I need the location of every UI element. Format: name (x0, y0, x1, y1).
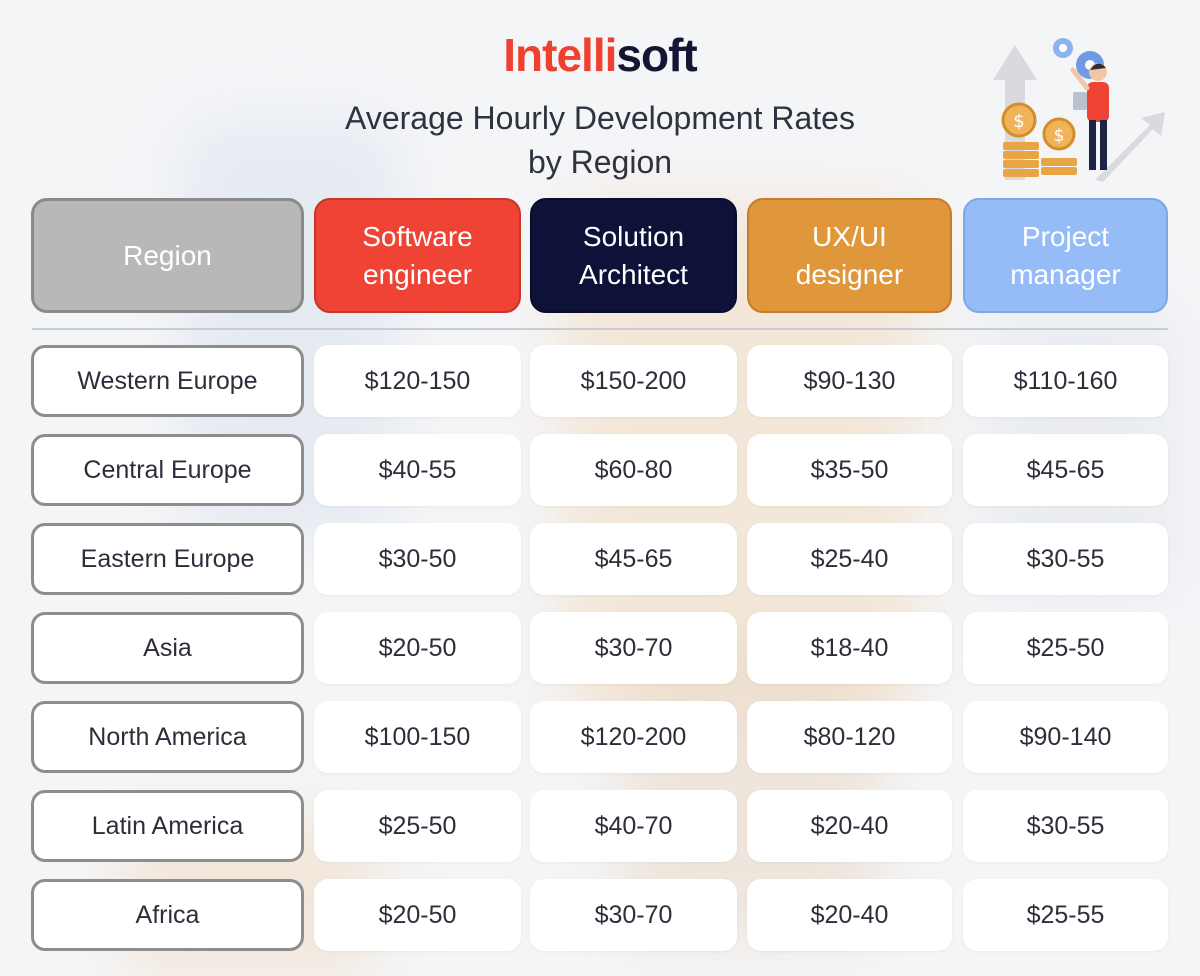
growth-coins-person-icon: $ $ (993, 38, 1165, 182)
rate-cell: $90-130 (747, 345, 952, 417)
rate-cell: $30-50 (314, 523, 521, 595)
header-divider (32, 328, 1168, 330)
rate-cell: $100-150 (314, 701, 521, 773)
region-cell-western-europe: Western Europe (31, 345, 304, 417)
rate-cell: $20-50 (314, 612, 521, 684)
header-project-manager: Project manager (963, 198, 1168, 313)
rate-cell: $30-55 (963, 790, 1168, 862)
region-cell-eastern-europe: Eastern Europe (31, 523, 304, 595)
region-cell-north-america: North America (31, 701, 304, 773)
rate-cell: $18-40 (747, 612, 952, 684)
rate-cell: $25-55 (963, 879, 1168, 951)
rate-cell: $60-80 (530, 434, 737, 506)
rate-cell: $40-55 (314, 434, 521, 506)
rate-cell: $30-70 (530, 612, 737, 684)
rate-cell: $110-160 (963, 345, 1168, 417)
header-solution-architect: Solution Architect (530, 198, 737, 313)
rate-cell: $35-50 (747, 434, 952, 506)
rate-cell: $20-40 (747, 790, 952, 862)
rate-cell: $150-200 (530, 345, 737, 417)
svg-text:$: $ (1054, 126, 1065, 146)
rate-cell: $30-70 (530, 879, 737, 951)
rate-cell: $90-140 (963, 701, 1168, 773)
page-title-line1: Average Hourly Development Rates (345, 100, 855, 136)
region-cell-asia: Asia (31, 612, 304, 684)
region-cell-africa: Africa (31, 879, 304, 951)
region-cell-latin-america: Latin America (31, 790, 304, 862)
rate-cell: $25-50 (314, 790, 521, 862)
brand-logo-part2: soft (616, 29, 697, 81)
rate-cell: $45-65 (530, 523, 737, 595)
rate-cell: $30-55 (963, 523, 1168, 595)
rate-cell: $80-120 (747, 701, 952, 773)
brand-logo: Intellisoft (0, 28, 1200, 82)
header-region: Region (31, 198, 304, 313)
page-title-line2: by Region (527, 144, 673, 180)
header-ux-ui-designer: UX/UI designer (747, 198, 952, 313)
region-cell-central-europe: Central Europe (31, 434, 304, 506)
header-software-engineer: Software engineer (314, 198, 521, 313)
svg-text:$: $ (1013, 111, 1024, 132)
rate-cell: $25-50 (963, 612, 1168, 684)
rate-cell: $45-65 (963, 434, 1168, 506)
brand-logo-part1: Intelli (503, 29, 617, 81)
rate-cell: $120-200 (530, 701, 737, 773)
page-title: Average Hourly Development Rates by Regi… (250, 96, 950, 184)
rate-cell: $40-70 (530, 790, 737, 862)
rate-cell: $120-150 (314, 345, 521, 417)
rate-cell: $20-50 (314, 879, 521, 951)
rate-cell: $25-40 (747, 523, 952, 595)
rate-cell: $20-40 (747, 879, 952, 951)
